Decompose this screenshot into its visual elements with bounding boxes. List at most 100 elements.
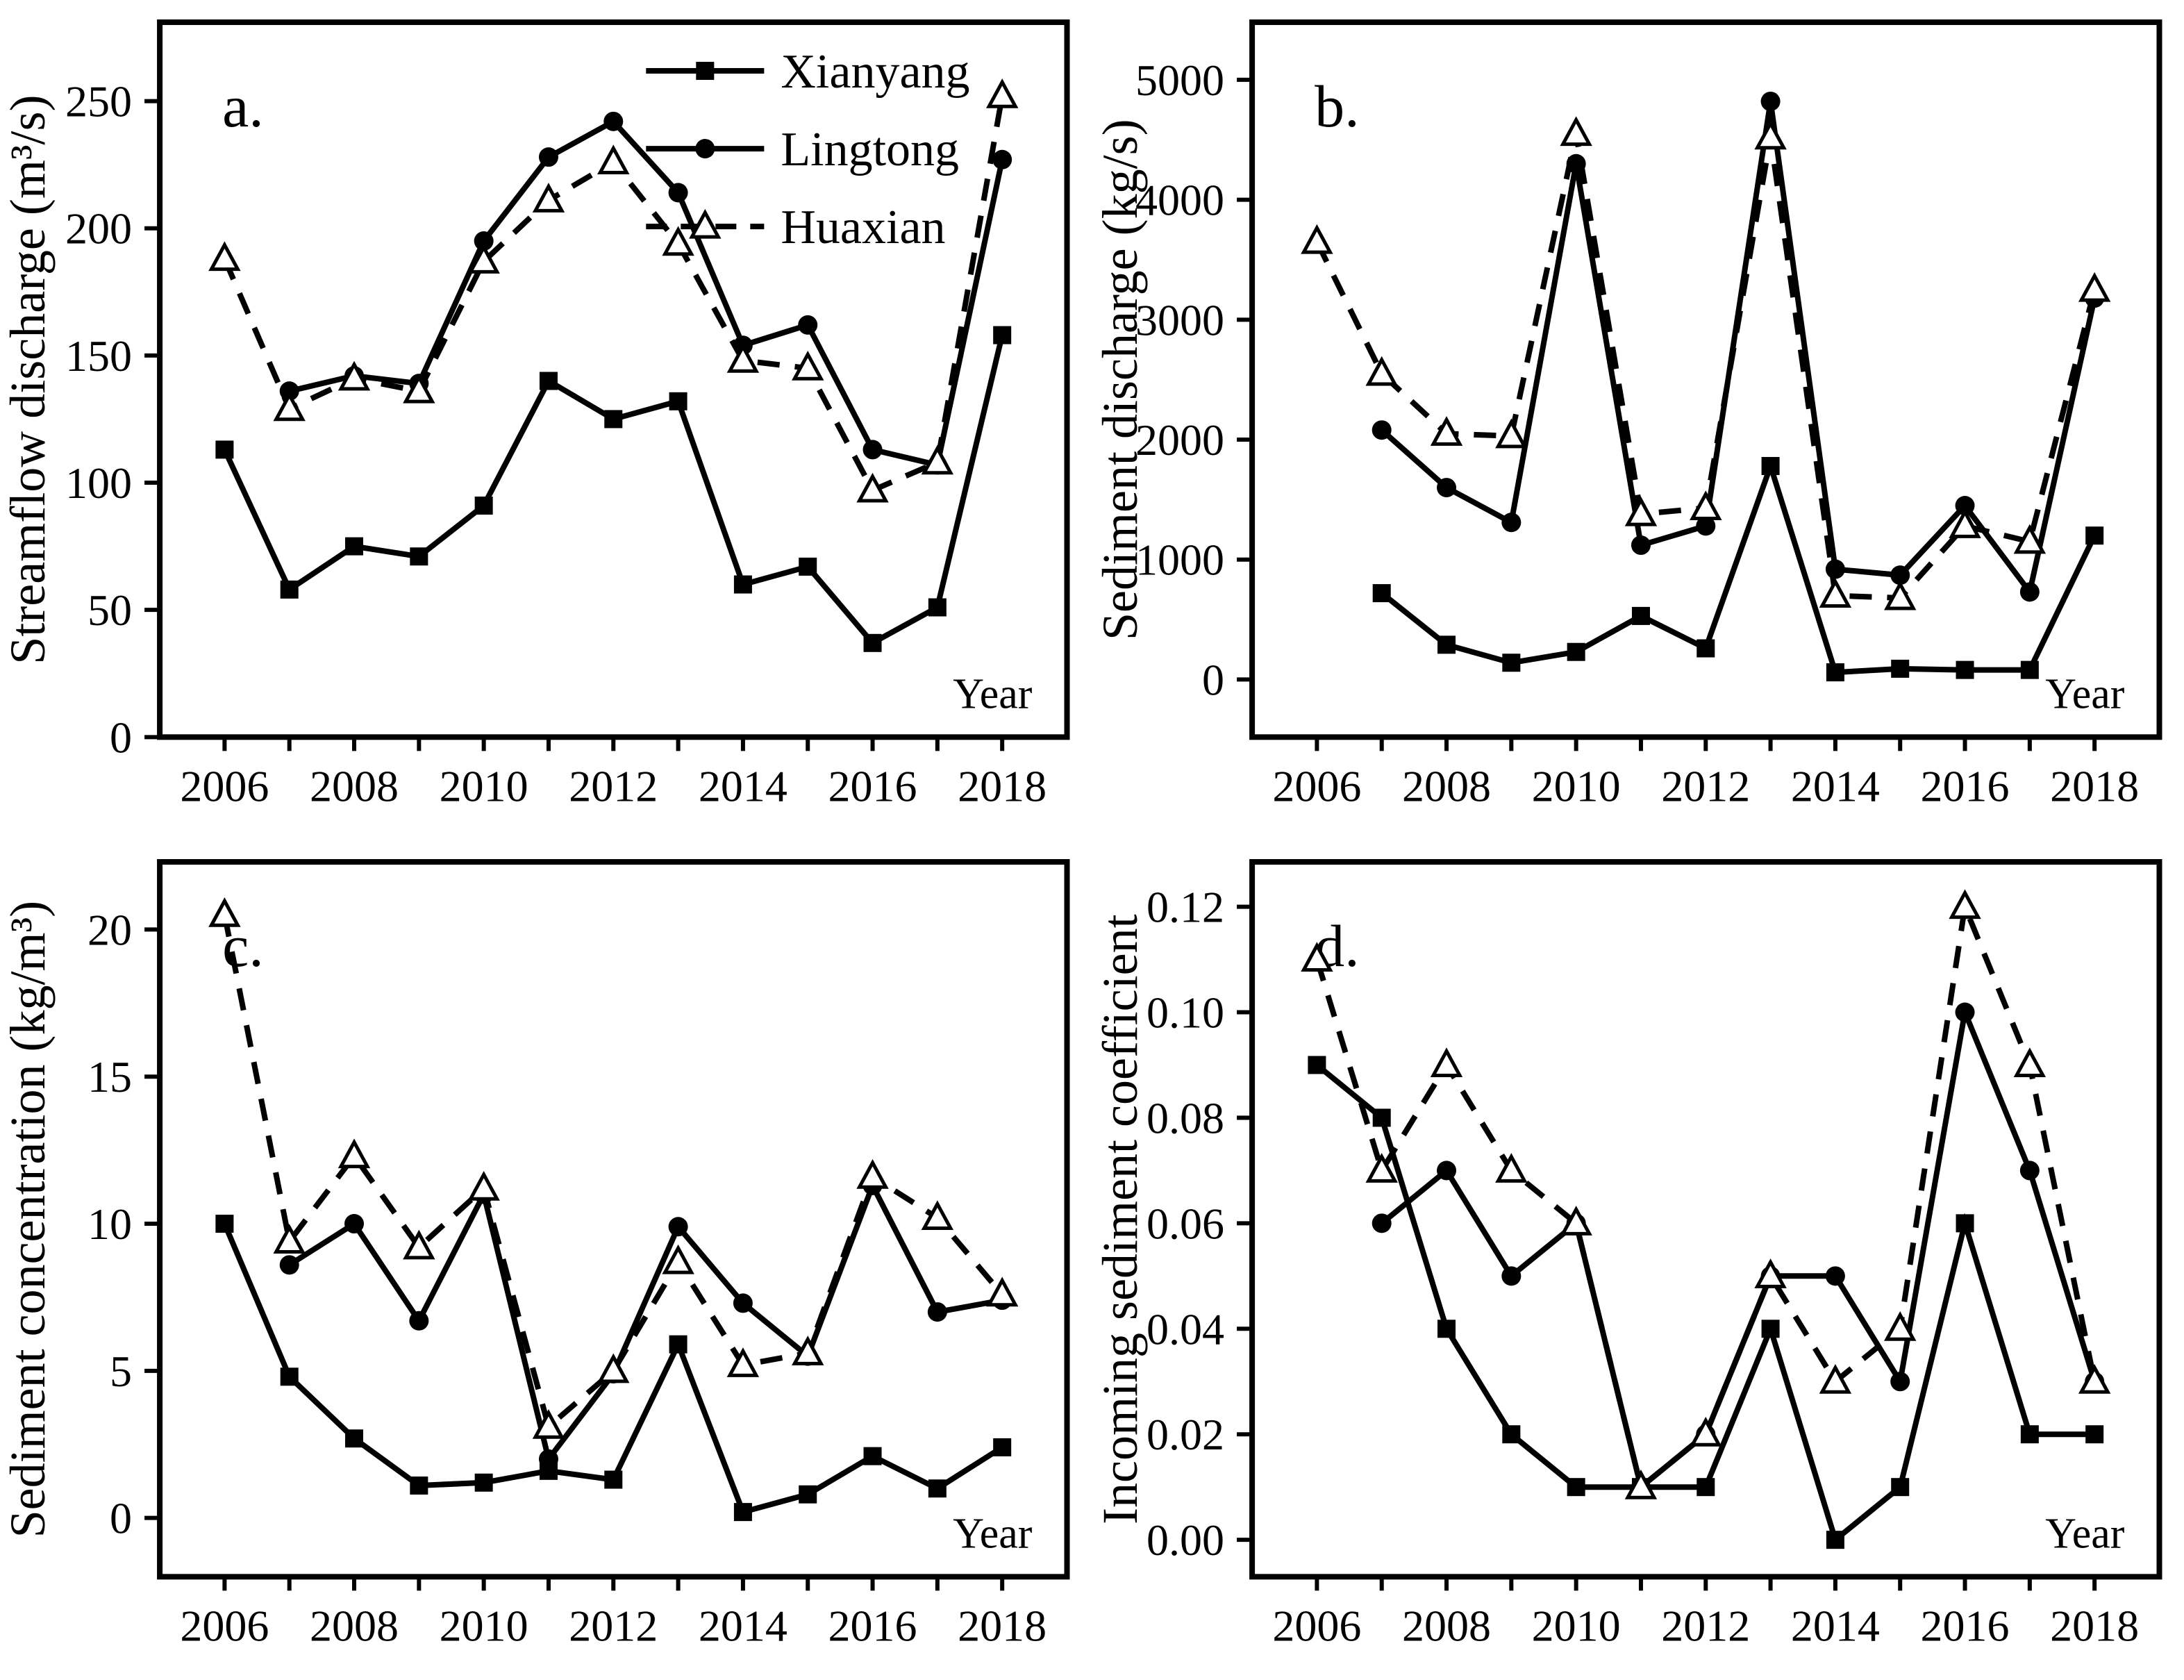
data-marker-huaxian (1368, 360, 1394, 384)
y-tick-label: 1000 (1135, 535, 1224, 585)
y-tick-label: 20 (87, 906, 132, 955)
data-marker-xianyang (1308, 1056, 1326, 1074)
legend-marker-xianyang (696, 62, 714, 80)
y-axis-label: Sediment discharge (kg/s) (1092, 119, 1148, 640)
panel-letter-label: a. (222, 73, 264, 140)
data-marker-xianyang (1761, 457, 1779, 475)
data-marker-lingtong (798, 315, 817, 335)
panel-letter-label: b. (1315, 73, 1360, 140)
data-marker-xianyang (2020, 661, 2038, 679)
data-marker-lingtong (603, 112, 623, 131)
x-tick-label: 2012 (569, 761, 658, 810)
data-marker-lingtong (669, 183, 688, 202)
y-tick-label: 50 (87, 585, 132, 635)
data-marker-xianyang (799, 1486, 817, 1504)
data-marker-lingtong (1890, 1372, 1910, 1392)
data-marker-xianyang (669, 392, 687, 410)
x-tick-label: 2014 (699, 1602, 787, 1651)
y-tick-label: 2000 (1135, 415, 1224, 465)
series-line-xianyang (1317, 1065, 2094, 1540)
data-marker-huaxian (730, 347, 756, 371)
data-marker-huaxian (1498, 422, 1524, 447)
data-marker-xianyang (1956, 661, 1974, 679)
x-tick-label: 2006 (1272, 761, 1361, 810)
data-marker-xianyang (669, 1336, 687, 1354)
data-marker-xianyang (1761, 1320, 1779, 1338)
data-marker-huaxian (1757, 124, 1783, 148)
data-marker-xianyang (1891, 660, 1909, 678)
data-marker-huaxian (1562, 120, 1589, 144)
data-marker-lingtong (1437, 1161, 1456, 1181)
y-tick-label: 0.02 (1147, 1411, 1224, 1460)
data-marker-xianyang (410, 1477, 428, 1495)
data-marker-lingtong (1501, 1267, 1521, 1286)
x-tick-label: 2010 (1531, 1602, 1620, 1651)
legend-label-xianyang: Xianyang (781, 45, 969, 99)
data-marker-xianyang (1891, 1479, 1909, 1497)
x-tick-label: 2018 (958, 761, 1047, 810)
data-marker-xianyang (799, 558, 817, 576)
x-axis-year-label: Year (2045, 670, 2125, 717)
data-marker-xianyang (864, 634, 882, 652)
series-line-huaxian (1317, 907, 2094, 1488)
y-axis-label: Streamflow discharge (m³/s) (0, 95, 56, 665)
data-marker-xianyang (1502, 1426, 1520, 1444)
data-marker-huaxian (535, 186, 562, 210)
data-marker-xianyang (1631, 607, 1649, 625)
data-marker-lingtong (1566, 154, 1585, 174)
x-tick-label: 2018 (2050, 761, 2139, 810)
x-tick-label: 2010 (440, 761, 528, 810)
y-tick-label: 3000 (1135, 295, 1224, 344)
data-marker-lingtong (344, 1214, 364, 1233)
data-marker-lingtong (1760, 92, 1780, 111)
data-marker-xianyang (1697, 1479, 1715, 1497)
data-marker-lingtong (1825, 1267, 1844, 1286)
data-marker-xianyang (1437, 635, 1456, 654)
data-marker-xianyang (928, 1480, 947, 1498)
data-marker-lingtong (2019, 1161, 2039, 1181)
x-tick-label: 2006 (180, 761, 269, 810)
x-tick-label: 2008 (310, 761, 399, 810)
x-tick-label: 2018 (958, 1602, 1047, 1651)
data-marker-xianyang (993, 326, 1011, 344)
data-marker-huaxian (276, 395, 303, 419)
x-tick-label: 2014 (1790, 761, 1879, 810)
x-tick-label: 2012 (1661, 761, 1750, 810)
data-marker-xianyang (410, 547, 428, 565)
x-tick-label: 2008 (1402, 1602, 1491, 1651)
data-marker-xianyang (604, 1471, 622, 1489)
data-marker-xianyang (1567, 643, 1585, 661)
data-marker-xianyang (864, 1447, 882, 1465)
data-marker-xianyang (928, 599, 947, 617)
x-tick-label: 2012 (1661, 1602, 1750, 1651)
data-marker-lingtong (928, 1302, 947, 1322)
series-line-lingtong (1381, 1013, 2094, 1488)
data-marker-xianyang (734, 1504, 752, 1522)
data-marker-lingtong (1372, 1214, 1391, 1233)
data-marker-xianyang (2020, 1426, 2038, 1444)
data-marker-xianyang (345, 1430, 363, 1448)
y-tick-label: 4000 (1135, 176, 1224, 225)
x-tick-label: 2010 (440, 1602, 528, 1651)
data-marker-xianyang (1826, 663, 1844, 681)
y-axis-label: Sediment concentration (kg/m³) (0, 901, 56, 1538)
x-tick-label: 2018 (2050, 1602, 2139, 1651)
data-marker-xianyang (1372, 584, 1390, 602)
data-marker-lingtong (1825, 560, 1844, 579)
y-tick-label: 5000 (1135, 56, 1224, 105)
data-marker-lingtong (539, 147, 558, 167)
data-marker-lingtong (1955, 1003, 1974, 1022)
x-tick-label: 2006 (180, 1602, 269, 1651)
data-marker-xianyang (1372, 1109, 1390, 1127)
data-marker-xianyang (215, 1215, 233, 1233)
y-tick-label: 0.08 (1147, 1094, 1224, 1143)
data-marker-xianyang (1826, 1531, 1844, 1549)
data-marker-huaxian (211, 245, 237, 269)
y-tick-label: 150 (65, 331, 132, 381)
